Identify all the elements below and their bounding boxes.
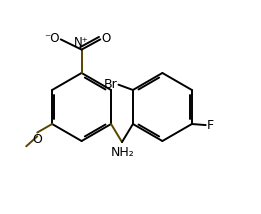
Text: F: F [207, 119, 214, 132]
Text: Br: Br [104, 77, 118, 91]
Text: ⁻O: ⁻O [44, 32, 60, 45]
Text: O: O [33, 133, 43, 146]
Text: NH₂: NH₂ [111, 146, 135, 159]
Text: O: O [101, 32, 111, 45]
Text: N⁺: N⁺ [74, 36, 89, 49]
